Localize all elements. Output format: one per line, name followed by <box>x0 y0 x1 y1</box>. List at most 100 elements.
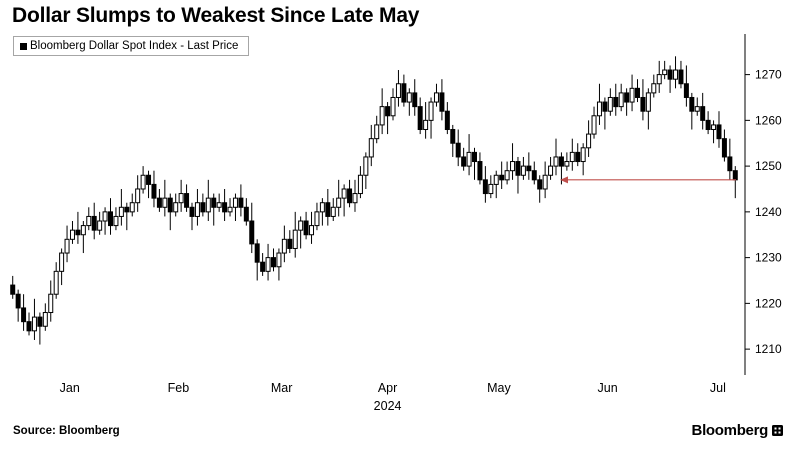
candle <box>173 202 179 213</box>
candle <box>265 257 271 272</box>
candle <box>689 96 695 112</box>
candle <box>444 110 450 131</box>
candle <box>151 183 157 199</box>
candle <box>466 151 472 167</box>
candle <box>732 170 738 181</box>
candle <box>618 92 624 108</box>
candle <box>53 270 59 295</box>
candle <box>548 165 554 176</box>
bloomberg-logo-text: Bloomberg <box>691 422 769 439</box>
candle <box>222 202 228 213</box>
candle <box>69 229 75 240</box>
candle <box>558 156 564 167</box>
candle <box>575 151 581 163</box>
candle <box>439 92 445 112</box>
candle <box>298 220 304 231</box>
candle <box>727 156 733 172</box>
candle <box>232 197 238 208</box>
candle <box>211 197 217 208</box>
candle <box>97 220 103 231</box>
candle <box>651 83 657 94</box>
legend-marker-icon <box>20 42 27 50</box>
candle <box>602 101 608 112</box>
candle <box>292 229 298 249</box>
candle <box>564 161 570 167</box>
candle <box>629 87 635 103</box>
candle <box>124 206 130 213</box>
candle <box>162 197 168 208</box>
legend-label: Bloomberg Dollar Spot Index - Last Price <box>30 40 239 52</box>
candle <box>379 106 385 126</box>
candle <box>662 69 668 76</box>
candle <box>510 161 516 172</box>
candle <box>515 161 521 176</box>
candle <box>352 193 358 204</box>
candle <box>526 165 532 172</box>
candle <box>336 197 342 208</box>
candle <box>200 202 206 213</box>
candle <box>406 92 412 103</box>
candle <box>721 138 727 158</box>
candle <box>716 124 722 140</box>
candle <box>216 202 222 208</box>
candle <box>102 211 108 222</box>
x-month-label: Jun <box>598 381 618 395</box>
candle <box>450 129 456 144</box>
candle <box>700 106 706 121</box>
candle <box>461 156 467 167</box>
candle <box>488 183 494 195</box>
candle <box>314 211 320 227</box>
candle <box>238 197 244 208</box>
candle <box>75 229 81 236</box>
candle <box>368 138 374 158</box>
candle <box>472 151 478 163</box>
candle <box>607 96 613 112</box>
candle <box>135 188 141 204</box>
candle <box>504 170 510 181</box>
x-month-label: May <box>487 381 511 395</box>
candle <box>37 316 43 327</box>
candle <box>531 170 537 181</box>
candle <box>189 206 195 217</box>
y-tick-label: 1270 <box>755 68 782 82</box>
candle <box>42 312 48 327</box>
candle <box>10 284 16 295</box>
annotation-arrowhead <box>560 176 568 184</box>
candle <box>341 188 347 199</box>
candle <box>281 238 287 254</box>
candle <box>613 96 619 108</box>
candle <box>64 238 70 254</box>
candle <box>586 133 592 149</box>
y-tick-label: 1210 <box>755 342 782 356</box>
y-tick-label: 1240 <box>755 205 782 219</box>
candle <box>303 220 309 236</box>
candle <box>108 211 114 227</box>
candle <box>118 206 124 217</box>
candle <box>113 215 119 227</box>
bloomberg-terminal-icon <box>772 425 783 436</box>
candle <box>15 293 21 309</box>
y-tick-label: 1260 <box>755 113 782 127</box>
x-year-label: 2024 <box>374 399 402 413</box>
candle <box>243 206 249 222</box>
candle <box>156 197 162 208</box>
y-tick-label: 1250 <box>755 159 782 173</box>
x-month-label: Feb <box>168 381 190 395</box>
source-attribution: Source: Bloomberg <box>13 425 120 437</box>
candle <box>694 106 700 112</box>
candle <box>553 156 559 167</box>
y-tick-label: 1230 <box>755 251 782 265</box>
x-month-label: Apr <box>378 381 397 395</box>
candle <box>309 225 315 236</box>
candle <box>401 83 407 103</box>
candle <box>184 193 190 208</box>
candle <box>270 257 276 268</box>
candle <box>645 92 651 112</box>
candle <box>433 92 439 103</box>
candle <box>417 106 423 131</box>
candle <box>499 174 505 181</box>
candle <box>385 106 391 117</box>
candle <box>537 179 543 190</box>
candle <box>542 174 548 190</box>
